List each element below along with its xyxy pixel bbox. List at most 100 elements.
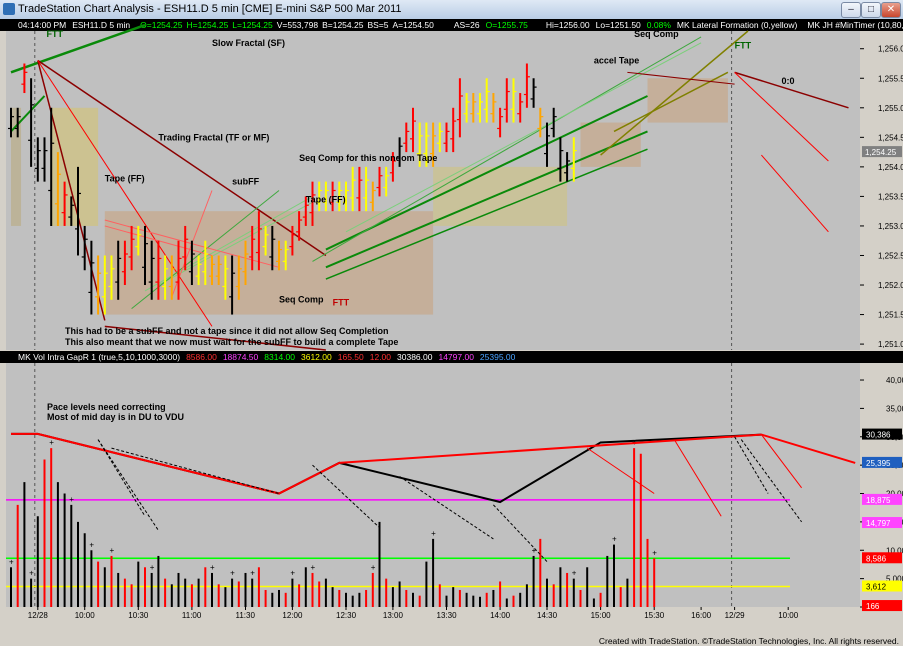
level-tag-label: 30,386: [866, 431, 891, 440]
time-tick-label: 15:00: [591, 611, 612, 620]
volume-peak-marker: +: [250, 569, 255, 578]
seq-comp-line: [613, 71, 729, 133]
price-tick-label: 1,256.00: [878, 45, 903, 54]
time-tick-label: 12/29: [725, 611, 746, 620]
info-item: 165.50: [337, 352, 364, 362]
time-tick-label: 14:00: [490, 611, 511, 620]
maximize-button[interactable]: □: [861, 2, 881, 18]
window-titlebar: TradeStation Chart Analysis - ESH11.D 5 …: [0, 0, 903, 20]
volume-tick-label: 35,000: [886, 404, 903, 413]
volume-peak-marker: +: [210, 563, 215, 572]
info-item: 12.00: [369, 352, 392, 362]
info-item: Hi=1256.00: [545, 20, 590, 30]
trend-line: [734, 71, 849, 109]
pace-fan-line: [734, 436, 769, 494]
pace-fan-line: [673, 439, 722, 517]
time-tick-label: 10:00: [778, 611, 799, 620]
info-item: MK Lateral Formation (0,yellow): [676, 20, 798, 30]
lateral-formation-box: [11, 107, 22, 226]
price-annotation: subFF: [232, 177, 259, 187]
volume-peak-marker: +: [652, 548, 657, 557]
info-item: 04:14:00 PM: [18, 20, 67, 30]
info-item: AS=26: [453, 20, 480, 30]
level-tag: [862, 428, 902, 440]
info-item: B=1254.25: [322, 20, 364, 30]
last-price-tag: [862, 146, 902, 158]
price-tick-label: 1,253.00: [878, 222, 903, 231]
level-tag-label: 25,395: [866, 459, 891, 468]
note-line: This had to be a subFF and not a tape si…: [65, 326, 389, 336]
price-annotation: accel Tape: [594, 55, 639, 65]
price-annotation: Seq Comp: [279, 295, 324, 305]
info-item: L=1254.25: [232, 20, 273, 30]
info-item: MK Vol Intra GapR 1 (true,5,10,1000,3000…: [18, 352, 181, 362]
price-tick-label: 1,255.00: [878, 104, 903, 113]
time-tick-label: 14:30: [537, 611, 558, 620]
price-annotation: Seq Comp for this nondom Tape: [299, 153, 437, 163]
volume-annotation: Most of mid day is in DU to VDU: [47, 412, 184, 422]
channel-line: [325, 130, 648, 269]
volume-peak-marker: +: [9, 557, 14, 566]
info-item: 8586.00: [186, 352, 217, 362]
price-annotation: FTT: [333, 298, 350, 308]
trading-fractal-line: [37, 60, 106, 321]
volume-peak-marker: +: [49, 438, 54, 447]
time-tick-label: 12:30: [336, 611, 357, 620]
time-tick-label: 13:00: [383, 611, 404, 620]
volume-peak-marker: +: [572, 569, 577, 578]
channel-line: [325, 148, 648, 280]
window-title: TradeStation Chart Analysis - ESH11.D 5 …: [18, 3, 402, 15]
pace-fan-line: [586, 447, 655, 494]
time-tick-label: 13:30: [437, 611, 458, 620]
level-tag: [862, 600, 902, 612]
trading-fractal-line: [37, 59, 327, 257]
price-tick-label: 1,252.00: [878, 281, 903, 290]
pace-fan-line: [493, 504, 548, 562]
info-item: H=1254.25: [186, 20, 229, 30]
info-item: 30386.00: [397, 352, 433, 362]
time-tick-label: 15:30: [644, 611, 665, 620]
info-item: 8314.00: [264, 352, 295, 362]
info-item: MK JH #MinTimer (10,80,25,black,yellow,f…: [807, 20, 903, 30]
price-tick-label: 1,252.50: [878, 251, 903, 260]
level-tag: [862, 456, 902, 468]
level-tag: [862, 552, 902, 564]
lateral-formation-box: [647, 78, 728, 123]
volume-peak-marker: +: [150, 563, 155, 572]
price-annotation: Tape (FF): [306, 194, 346, 204]
price-tick-label: 1,251.50: [878, 311, 903, 320]
minimize-button[interactable]: –: [841, 2, 861, 18]
level-tag-label: 14,797: [866, 519, 891, 528]
fractal-ray: [761, 154, 829, 233]
time-tick-label: 11:30: [236, 611, 256, 620]
volume-peak-marker: +: [311, 563, 316, 572]
fractal-ray: [104, 225, 213, 256]
info-item: 3612.00: [301, 352, 332, 362]
price-annotation: Seq Comp: [634, 29, 679, 39]
volume-tick-label: 10,000: [886, 546, 903, 555]
price-axis: [860, 31, 903, 350]
volume-peak-marker: +: [29, 569, 34, 578]
level-tag-label: 3,612: [866, 583, 887, 592]
time-tick-label: 10:00: [75, 611, 96, 620]
pace-fan-line: [97, 439, 159, 531]
volume-peak-marker: +: [230, 569, 235, 578]
info-item: 25395.00: [479, 352, 516, 362]
channel-line: [325, 95, 648, 251]
volume-axis: [860, 363, 903, 607]
time-tick-label: 12:00: [282, 611, 303, 620]
price-tick-label: 1,255.50: [878, 74, 903, 83]
trend-line: [627, 71, 735, 85]
pace-line-red: [11, 432, 856, 495]
volume-peak-marker: +: [431, 529, 436, 538]
trading-fractal-line: [104, 325, 326, 351]
seq-comp-line: [600, 30, 749, 156]
price-annotation: Slow Fractal (SF): [212, 38, 285, 48]
trend-line: [10, 95, 46, 133]
volume-tick-label: 40,000: [886, 376, 903, 385]
info-item: 18874.50: [222, 352, 259, 362]
volume-peak-marker: +: [612, 535, 617, 544]
close-button[interactable]: ✕: [881, 2, 901, 18]
fractal-ray: [37, 60, 213, 327]
